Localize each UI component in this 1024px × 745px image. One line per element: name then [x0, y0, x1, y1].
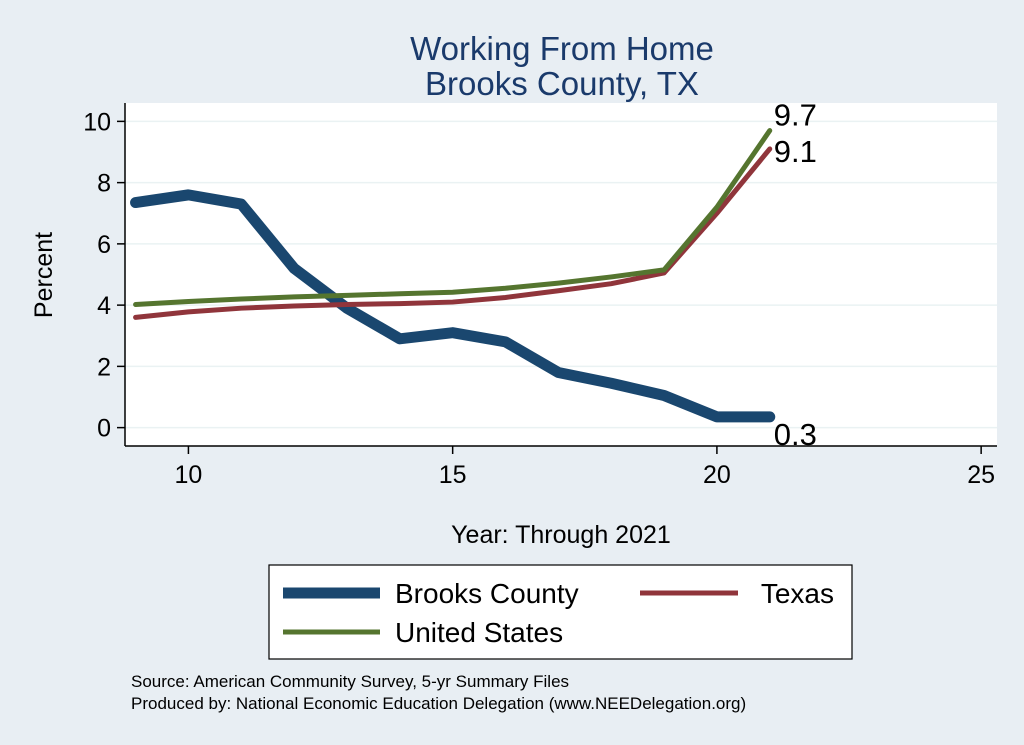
legend-label-brooks-county: Brooks County — [395, 578, 579, 609]
x-tick-label-25: 25 — [967, 461, 995, 489]
end-labels: 0.3 9.19.7 — [774, 98, 817, 452]
y-tick-label-2: 2 — [97, 353, 111, 381]
chart-title-line-1: Working From Home — [410, 30, 714, 67]
y-axis-label: Percent — [30, 232, 58, 318]
source-note: Source: American Community Survey, 5-yr … — [131, 672, 569, 691]
y-tick-label-8: 8 — [97, 170, 111, 198]
x-axis-label: Year: Through 2021 — [451, 521, 671, 549]
y-tick-label-0: 0 — [97, 415, 111, 443]
produced-by-note: Produced by: National Economic Education… — [131, 694, 746, 713]
y-tick-label-4: 4 — [97, 292, 111, 320]
plot-area — [125, 103, 997, 446]
legend-label-united-states: United States — [395, 617, 563, 648]
x-tick-label-15: 15 — [439, 461, 467, 489]
y-tick-label-6: 6 — [97, 231, 111, 259]
legend: Brooks County Texas United States — [268, 564, 853, 660]
y-tick-label-10: 10 — [83, 108, 111, 136]
y-axis-ticks: 0 2 4 6 8 10 — [83, 108, 125, 443]
legend-box — [268, 564, 853, 660]
chart-title-line-2: Brooks County, TX — [425, 65, 699, 102]
x-tick-label-10: 10 — [175, 461, 203, 489]
x-axis-ticks: 10 15 20 25 — [175, 446, 995, 489]
series-lines — [130, 128, 776, 423]
end-label-united-states: 9.7 — [774, 98, 817, 133]
legend-label-texas: Texas — [761, 578, 834, 609]
x-tick-label-20: 20 — [703, 461, 731, 489]
end-label-brooks-county: 0.3 — [774, 417, 817, 452]
end-label-texas: 9.1 — [774, 134, 817, 169]
